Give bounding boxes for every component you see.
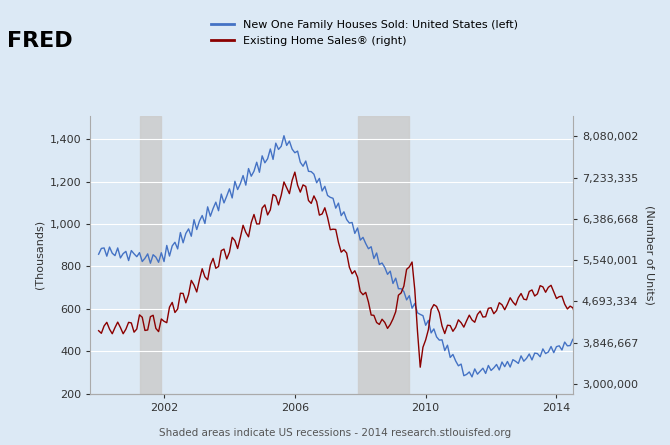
Y-axis label: (Thousands): (Thousands): [34, 220, 44, 289]
Text: FRED: FRED: [7, 31, 72, 51]
Text: Shaded areas indicate US recessions - 2014 research.stlouisfed.org: Shaded areas indicate US recessions - 20…: [159, 428, 511, 438]
Y-axis label: (Number of Units): (Number of Units): [645, 205, 655, 305]
Bar: [358, 116, 409, 394]
Bar: [139, 116, 161, 394]
Legend: New One Family Houses Sold: United States (left), Existing Home Sales® (right): New One Family Houses Sold: United State…: [207, 16, 522, 50]
